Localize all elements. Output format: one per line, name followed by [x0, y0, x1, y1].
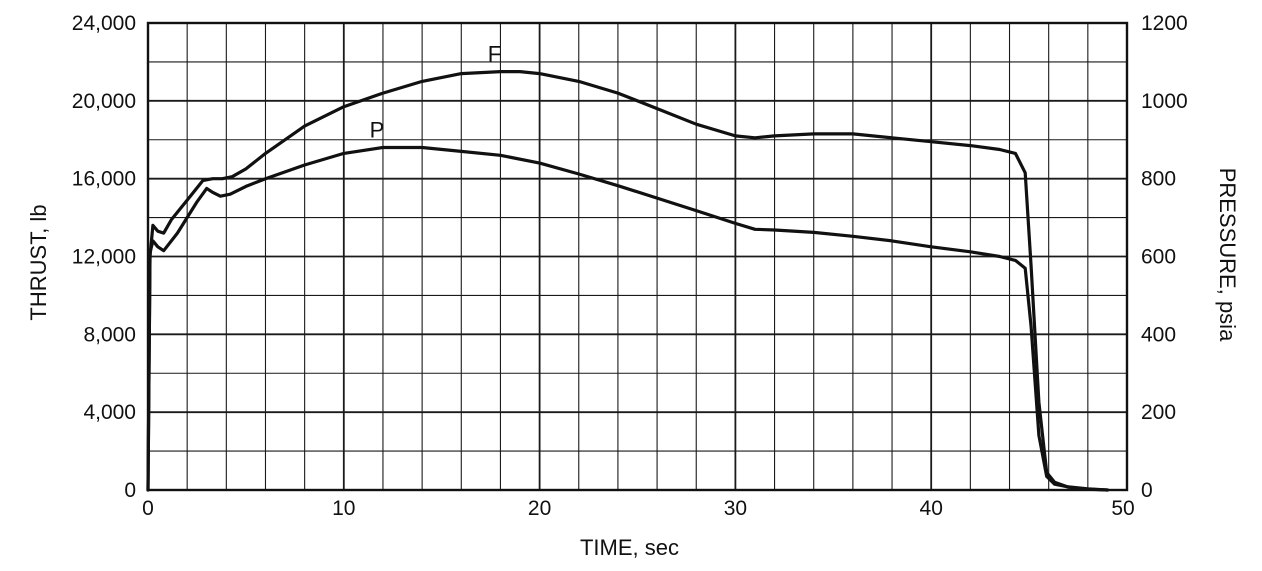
y-tick-label-left: 4,000	[83, 401, 136, 424]
y-tick-label-right: 0	[1141, 479, 1153, 502]
tick-labels: 04,0008,00012,00016,00020,00024,00002004…	[72, 12, 1188, 520]
x-tick-label: 40	[920, 497, 943, 520]
y-tick-label-right: 200	[1141, 401, 1176, 424]
y-tick-label-right: 1000	[1141, 90, 1188, 113]
x-tick-label: 30	[724, 497, 747, 520]
x-tick-label: 10	[332, 497, 355, 520]
curve-label-f: F	[488, 42, 501, 67]
y-axis-title-right: PRESSURE, psia	[1215, 168, 1240, 342]
curve-annotations: FP	[370, 42, 502, 143]
series-line-f	[146, 70, 1109, 492]
series-group	[146, 70, 1109, 492]
y-tick-label-right: 400	[1141, 323, 1176, 346]
y-tick-label-right: 1200	[1141, 12, 1188, 35]
y-tick-label-left: 24,000	[72, 12, 136, 35]
x-tick-label: 0	[142, 497, 154, 520]
plot-frame	[146, 21, 1129, 492]
y-axis-title-left: THRUST, lb	[26, 204, 51, 320]
y-tick-label-left: 0	[124, 479, 136, 502]
y-tick-label-left: 20,000	[72, 90, 136, 113]
y-tick-label-left: 8,000	[83, 323, 136, 346]
x-axis-title: TIME, sec	[580, 535, 679, 560]
y-tick-label-left: 12,000	[72, 246, 136, 269]
x-tick-label: 50	[1111, 497, 1134, 520]
y-tick-label-right: 800	[1141, 168, 1176, 191]
grid	[148, 23, 1127, 490]
x-tick-label: 20	[528, 497, 551, 520]
series-line-p	[146, 145, 1109, 492]
curve-label-p: P	[370, 118, 385, 143]
y-tick-label-right: 600	[1141, 246, 1176, 269]
plot-border	[146, 21, 1129, 492]
y-tick-label-left: 16,000	[72, 168, 136, 191]
